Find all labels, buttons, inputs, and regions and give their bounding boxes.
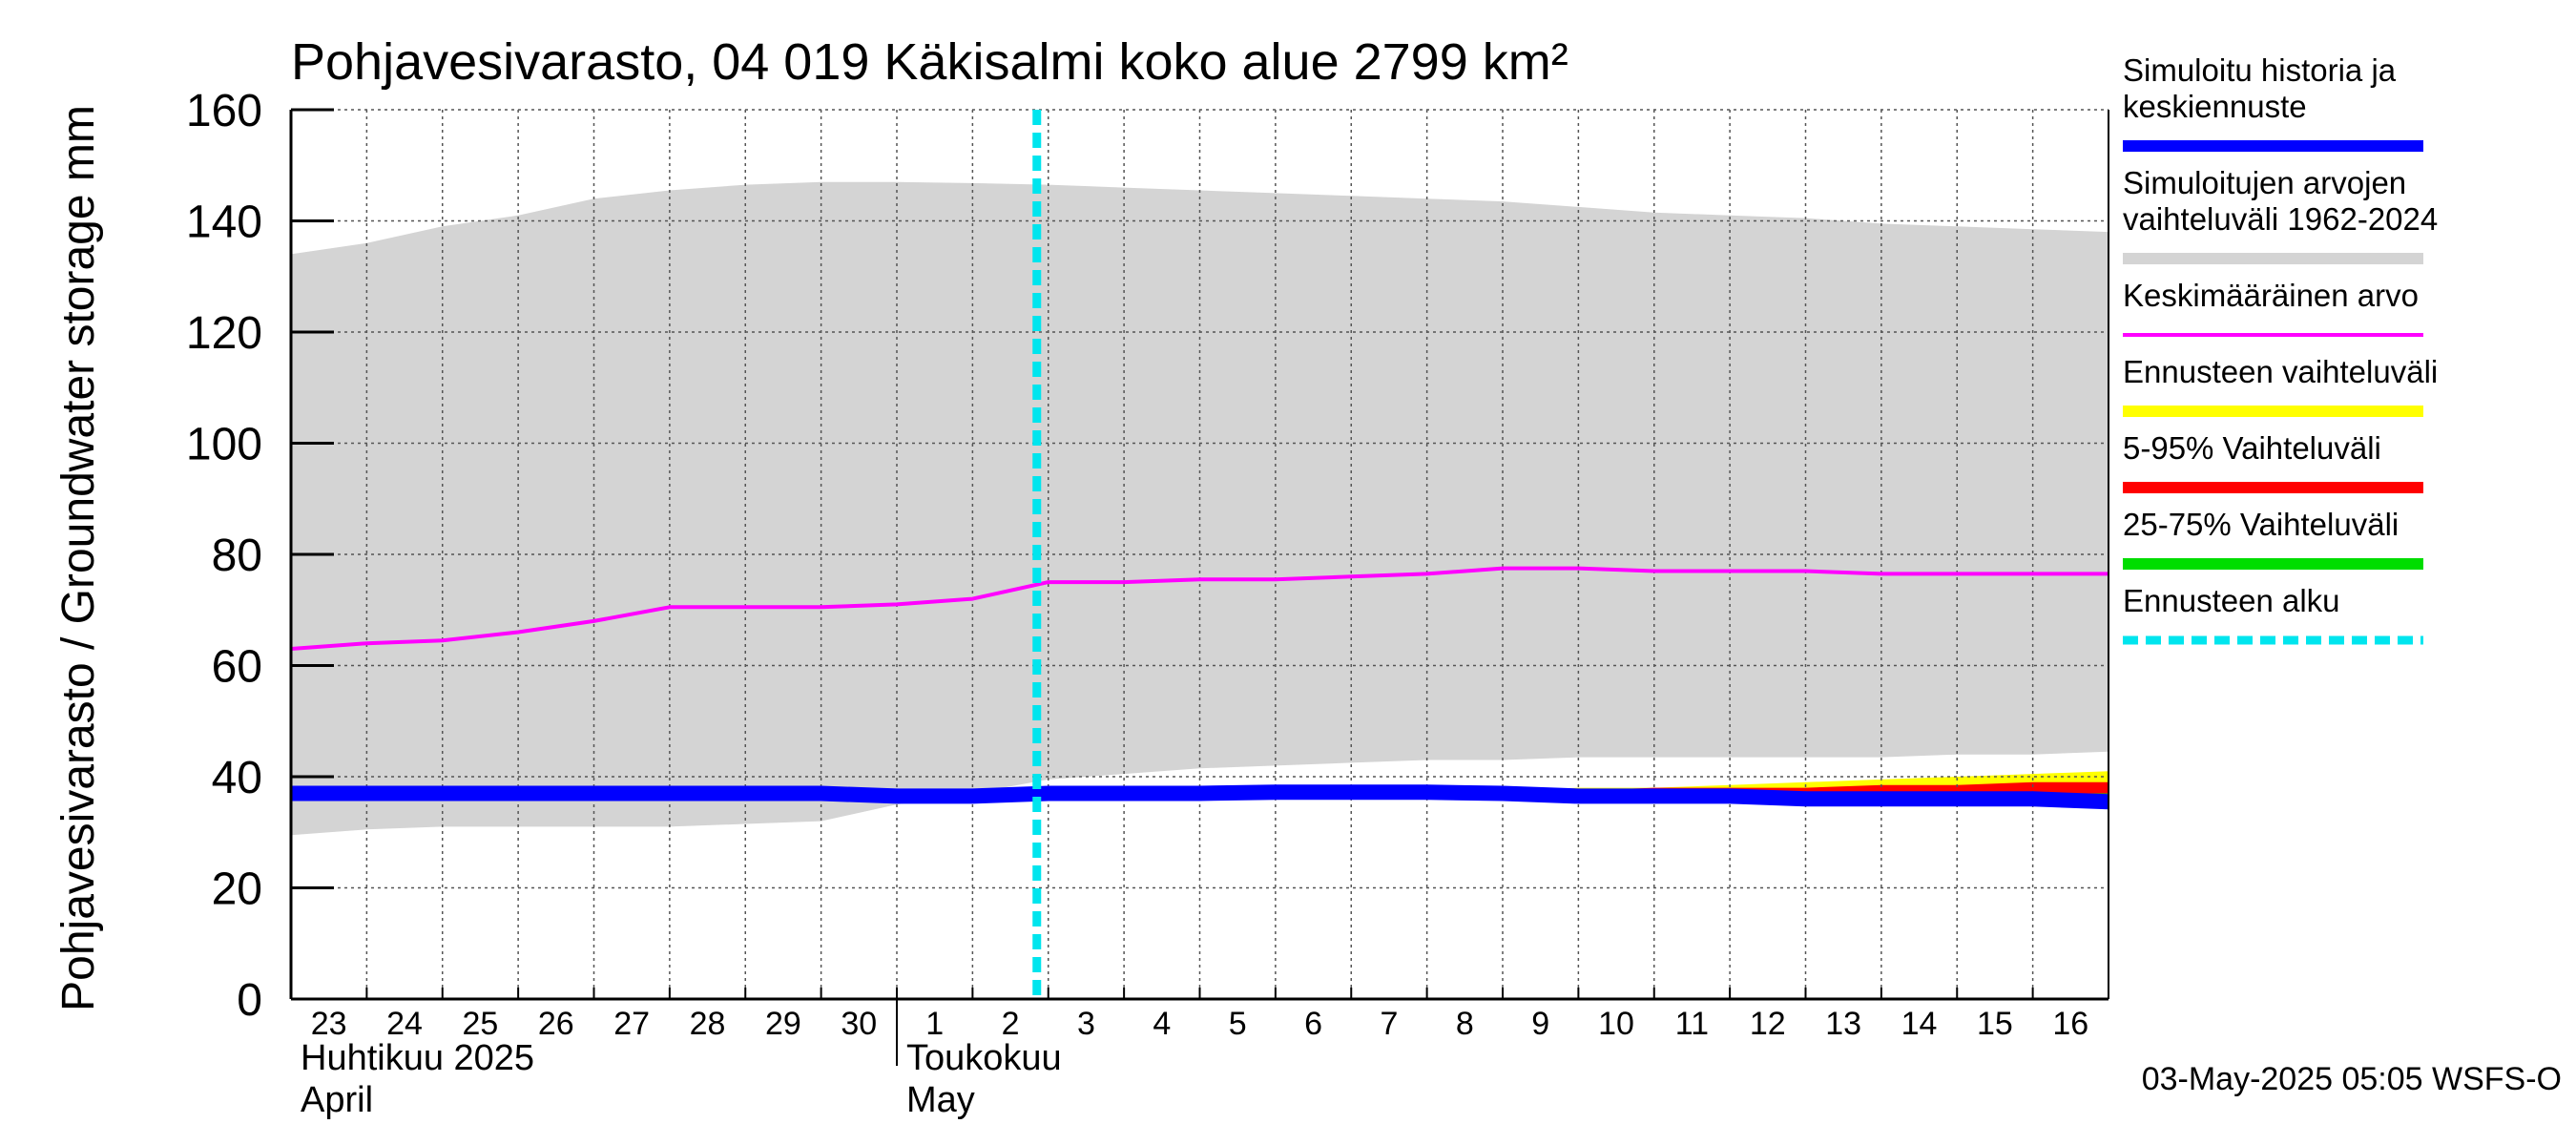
legend-label: vaihteluväli 1962-2024: [2123, 201, 2438, 237]
x-tick-label: 16: [2052, 1006, 2088, 1042]
x-tick-label: 11: [1675, 1006, 1709, 1042]
chart-title: Pohjavesivarasto, 04 019 Käkisalmi koko …: [291, 33, 1568, 91]
x-tick-label: 30: [841, 1006, 877, 1042]
x-tick-label: 13: [1825, 1006, 1861, 1042]
series-band-0: [291, 181, 2109, 836]
x-tick-label: 10: [1598, 1006, 1634, 1042]
x-tick-label: 8: [1456, 1006, 1474, 1042]
x-tick-label: 12: [1750, 1006, 1786, 1042]
x-tick-label: 15: [1977, 1006, 2013, 1042]
x-tick-label: 2: [1002, 1006, 1020, 1042]
legend-label: Simuloitujen arvojen: [2123, 165, 2406, 200]
x-tick-label: 1: [925, 1006, 944, 1042]
x-tick-label: 7: [1380, 1006, 1398, 1042]
series-line-mean: [290, 566, 2109, 651]
legend-label: Ennusteen vaihteluväli: [2123, 354, 2438, 389]
x-tick-label: 5: [1229, 1006, 1247, 1042]
legend-label: keskiennuste: [2123, 89, 2307, 124]
y-tick-label: 80: [212, 531, 262, 581]
legend-label: 25-75% Vaihteluväli: [2123, 507, 2399, 542]
x-tick-label: 23: [311, 1006, 347, 1042]
y-tick-label: 100: [186, 420, 262, 470]
x-tick-label: 3: [1077, 1006, 1095, 1042]
month-label-en: April: [301, 1080, 373, 1120]
y-tick-label: 0: [237, 975, 262, 1026]
legend-label: Ennusteen alku: [2123, 583, 2340, 618]
x-tick-label: 27: [613, 1006, 650, 1042]
y-tick-label: 120: [186, 308, 262, 359]
legend-label: 5-95% Vaihteluväli: [2123, 430, 2381, 466]
x-tick-label: 26: [538, 1006, 574, 1042]
series-line-simulated: [291, 784, 2109, 810]
legend-label: Simuloitu historia ja: [2123, 52, 2397, 88]
month-label-en: May: [906, 1080, 975, 1120]
x-tick-label: 4: [1153, 1006, 1171, 1042]
x-tick-label: 14: [1901, 1006, 1938, 1042]
timestamp-footer: 03-May-2025 05:05 WSFS-O: [2142, 1061, 2562, 1097]
y-tick-label: 40: [212, 753, 262, 803]
x-tick-label: 28: [690, 1006, 726, 1042]
month-label-fi: Toukokuu: [906, 1038, 1062, 1078]
y-tick-label: 20: [212, 864, 262, 915]
month-label-fi: Huhtikuu 2025: [301, 1038, 534, 1078]
y-axis-label: Pohjavesivarasto / Groundwater storage m…: [53, 105, 104, 1011]
x-tick-label: 24: [386, 1006, 423, 1042]
x-tick-label: 6: [1304, 1006, 1322, 1042]
legend-label: Keskimääräinen arvo: [2123, 278, 2419, 313]
x-tick-label: 25: [463, 1006, 499, 1042]
y-tick-label: 160: [186, 86, 262, 136]
y-tick-label: 140: [186, 198, 262, 248]
y-tick-label: 60: [212, 642, 262, 693]
x-tick-label: 29: [765, 1006, 801, 1042]
x-tick-label: 9: [1531, 1006, 1549, 1042]
